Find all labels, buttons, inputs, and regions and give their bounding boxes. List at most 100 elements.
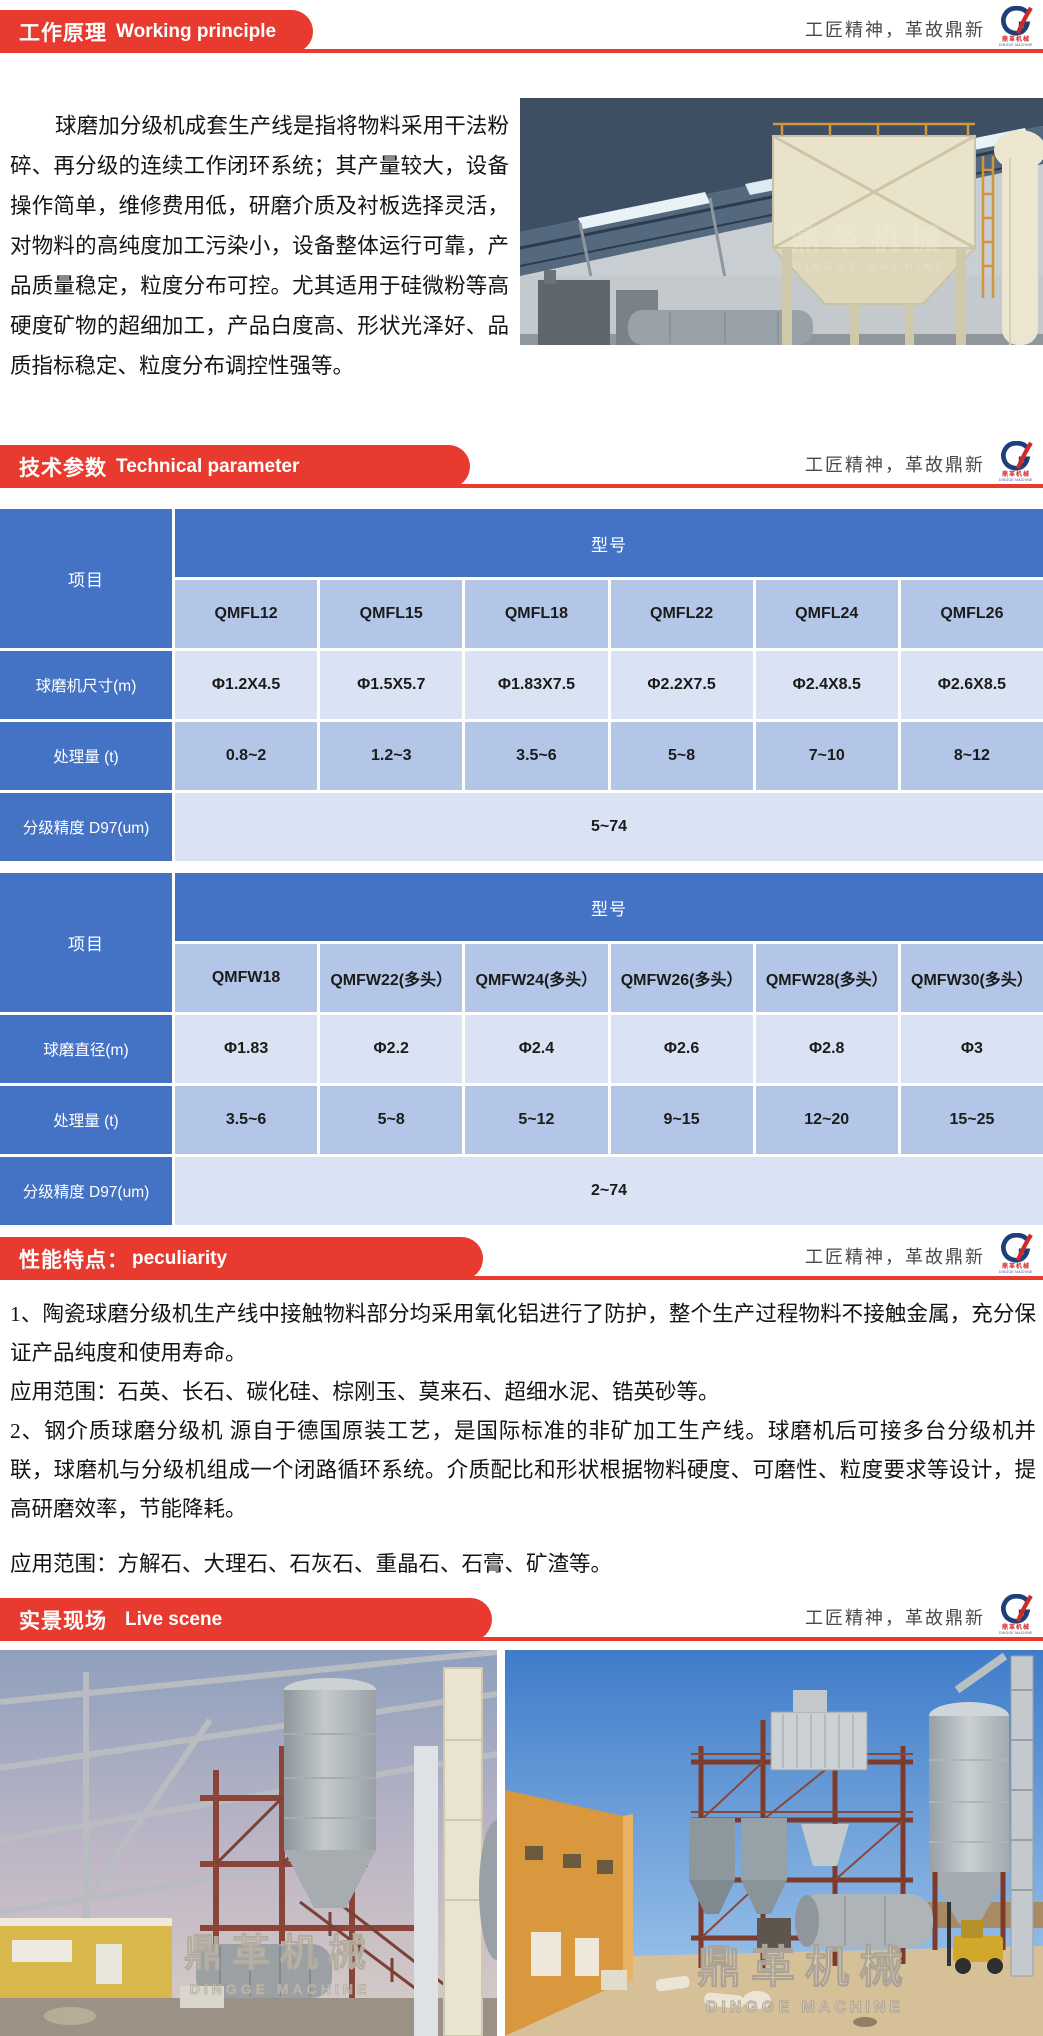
- table-value: Φ1.2X4.5: [175, 651, 318, 719]
- table-value: Φ1.83: [175, 1015, 318, 1083]
- table-value: 12~20: [755, 1086, 898, 1154]
- table-model-name: QMFL15: [320, 580, 463, 648]
- section-banner-live-scene: 实景现场 Live scene: [0, 1598, 492, 1641]
- feature-paragraph: 应用范围：石英、长石、碳化硅、棕刚玉、莫来石、超细水泥、锆英砂等。: [10, 1380, 720, 1404]
- table-value: Φ2.8: [755, 1015, 898, 1083]
- logo-caption-en: DINGGE MACHINE: [999, 477, 1033, 482]
- table-model-name: QMFL18: [465, 580, 608, 648]
- table-corner-header: 项目: [0, 509, 172, 648]
- table-corner-header: 项目: [0, 873, 172, 1012]
- photo-watermark-en: DINGGE MACHINE: [793, 261, 947, 273]
- table-value: Φ2.4X8.5: [755, 651, 898, 719]
- logo-caption-zh: 鼎革机械: [1001, 1625, 1030, 1631]
- logo-caption-en: DINGGE MACHINE: [999, 1630, 1033, 1635]
- table-model-name: QMFL22: [610, 580, 753, 648]
- section-divider-line: [0, 1637, 1043, 1641]
- table-model-name: QMFW22(多头）: [320, 944, 463, 1012]
- table-span-value: 5~74: [175, 793, 1043, 861]
- logo-mark-icon: [1001, 1594, 1033, 1624]
- banner-title-en: peculiarity: [132, 1247, 228, 1269]
- table-value: 1.2~3: [320, 722, 463, 790]
- table-value: 7~10: [755, 722, 898, 790]
- table-value: Φ2.4: [465, 1015, 608, 1083]
- table-span-value: 2~74: [175, 1157, 1043, 1225]
- table-row-label: 球磨直径(m): [0, 1015, 172, 1083]
- brand-logo: 鼎革机械 DINGGE MACHINE: [995, 6, 1037, 47]
- photo-watermark-en: DINGGE MACHINE: [190, 1981, 370, 1997]
- table-model-name: QMFW24(多头）: [465, 944, 608, 1012]
- brand-row: 工匠精神，革故鼎新 鼎革机械 DINGGE MACHINE: [805, 6, 1037, 47]
- live-scene-photo-right: 鼎革机械 DINGGE MACHINE: [505, 1650, 1043, 2036]
- banner-title-zh: 实景现场: [19, 1609, 107, 1633]
- logo-caption-en: DINGGE MACHINE: [999, 42, 1033, 47]
- photo-watermark-zh: 鼎革机械: [697, 1943, 913, 1992]
- table-model-name: QMFW26(多头）: [610, 944, 753, 1012]
- slogan-text: 工匠精神，革故鼎新: [805, 1247, 985, 1267]
- table-value: Φ3: [900, 1015, 1043, 1083]
- section-banner-technical-parameter: 技术参数 Technical parameter: [0, 445, 470, 488]
- table-model-name: QMFW28(多头）: [755, 944, 898, 1012]
- table-value: 3.5~6: [175, 1086, 318, 1154]
- feature-text-block: 1、陶瓷球磨分级机生产线中接触物料部分均采用氧化铝进行了防护，整个生产过程物料不…: [10, 1295, 1036, 1584]
- table-value: Φ2.6X8.5: [900, 651, 1043, 719]
- banner-title-en: Working principle: [116, 20, 277, 42]
- feature-paragraph: 应用范围：方解石、大理石、石灰石、重晶石、石膏、矿渣等。: [10, 1552, 613, 1576]
- logo-mark-icon: [1001, 1233, 1033, 1263]
- slogan-text: 工匠精神，革故鼎新: [805, 455, 985, 475]
- slogan-text: 工匠精神，革故鼎新: [805, 20, 985, 40]
- table-model-header: 型号: [175, 509, 1043, 577]
- feature-paragraph: 2、钢介质球磨分级机 源自于德国原装工艺，是国际标准的非矿加工生产线。球磨机后可…: [10, 1419, 1036, 1521]
- table-model-name: QMFL12: [175, 580, 318, 648]
- banner-title-en: Technical parameter: [116, 455, 300, 477]
- table-value: 3.5~6: [465, 722, 608, 790]
- intro-paragraph: 球磨加分级机成套生产线是指将物料采用干法粉碎、再分级的连续工作闭环系统；其产量较…: [10, 113, 509, 378]
- section-divider-line: [0, 1276, 1043, 1280]
- table-row-label: 分级精度 D97(um): [0, 1157, 172, 1225]
- section-banner-working-principle: 工作原理 Working principle: [0, 10, 313, 53]
- table-value: Φ1.5X5.7: [320, 651, 463, 719]
- section-divider-line: [0, 484, 1043, 488]
- table-row-label: 分级精度 D97(um): [0, 793, 172, 861]
- table-value: 15~25: [900, 1086, 1043, 1154]
- brand-row: 工匠精神，革故鼎新 鼎革机械 DINGGE MACHINE: [805, 441, 1037, 482]
- table-row-label: 处理量 (t): [0, 722, 172, 790]
- table-model-name: QMFW18: [175, 944, 318, 1012]
- table-value: 9~15: [610, 1086, 753, 1154]
- logo-caption-zh: 鼎革机械: [1001, 37, 1030, 43]
- brand-logo: 鼎革机械 DINGGE MACHINE: [995, 441, 1037, 482]
- banner-title-zh: 性能特点：: [19, 1248, 129, 1272]
- workshop-photo: 鼎革机械 DINGGE MACHINE: [520, 98, 1043, 345]
- table-model-name: QMFW30(多头）: [900, 944, 1043, 1012]
- logo-caption-en: DINGGE MACHINE: [999, 1269, 1033, 1274]
- table-row-label: 处理量 (t): [0, 1086, 172, 1154]
- table-model-name: QMFL26: [900, 580, 1043, 648]
- table-value: 5~8: [320, 1086, 463, 1154]
- logo-caption-zh: 鼎革机械: [1001, 472, 1030, 478]
- brand-logo: 鼎革机械 DINGGE MACHINE: [995, 1594, 1037, 1635]
- photo-watermark-zh: 鼎革机械: [790, 224, 950, 257]
- brand-row: 工匠精神，革故鼎新 鼎革机械 DINGGE MACHINE: [805, 1233, 1037, 1274]
- banner-title-en: Live scene: [125, 1608, 223, 1630]
- table-value: 5~12: [465, 1086, 608, 1154]
- section-divider-line: [0, 49, 1043, 53]
- photo-watermark-en: DINGGE MACHINE: [706, 1999, 904, 2016]
- table-value: 5~8: [610, 722, 753, 790]
- brand-logo: 鼎革机械 DINGGE MACHINE: [995, 1233, 1037, 1274]
- table-row-label: 球磨机尺寸(m): [0, 651, 172, 719]
- tech-parameter-table-1: 项目 型号 QMFL12 QMFL15 QMFL18 QMFL22 QMFL24 QMFL26…: [0, 509, 1043, 861]
- table-value: Φ2.2X7.5: [610, 651, 753, 719]
- table-value: Φ1.83X7.5: [465, 651, 608, 719]
- section-banner-peculiarity: 性能特点： peculiarity: [0, 1237, 483, 1280]
- banner-title-zh: 工作原理: [19, 21, 107, 45]
- photo-watermark-zh: 鼎革机械: [184, 1933, 376, 1975]
- table-value: Φ2.6: [610, 1015, 753, 1083]
- tech-parameter-table-2: 项目 型号 QMFW18 QMFW22(多头） QMFW24(多头） QMFW26(多头）…: [0, 873, 1043, 1225]
- table-value: 0.8~2: [175, 722, 318, 790]
- table-value: Φ2.2: [320, 1015, 463, 1083]
- logo-mark-icon: [1001, 441, 1033, 471]
- slogan-text: 工匠精神，革故鼎新: [805, 1608, 985, 1628]
- table-value: 8~12: [900, 722, 1043, 790]
- table-model-header: 型号: [175, 873, 1043, 941]
- brand-row: 工匠精神，革故鼎新 鼎革机械 DINGGE MACHINE: [805, 1594, 1037, 1635]
